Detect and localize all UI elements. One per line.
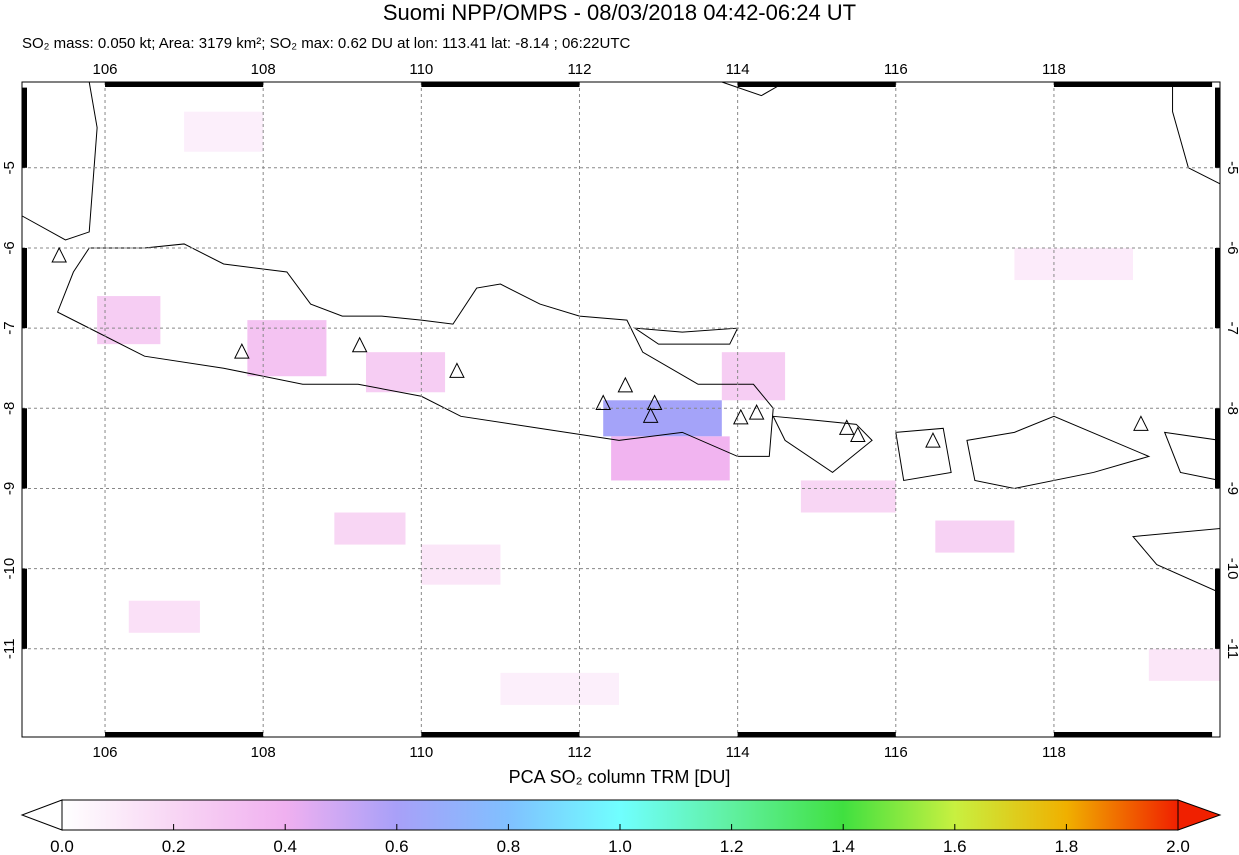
coastline (1172, 81, 1221, 185)
coastline (966, 415, 1151, 489)
frame-bar (1215, 87, 1220, 168)
coastline (1163, 431, 1221, 482)
volcano-icon (850, 426, 866, 443)
lon-tick-label-bottom: 108 (251, 744, 276, 761)
lat-tick-label-right: -9 (1224, 482, 1239, 495)
volcano-icon (1133, 415, 1149, 431)
frame-bar (737, 82, 896, 87)
coastline (772, 415, 873, 474)
lat-tick-label-left: -8 (1, 402, 18, 415)
volcano-icon (646, 394, 663, 410)
volcano-icon (595, 394, 612, 410)
frame-bar (22, 247, 27, 329)
colorbar-tick-label: 1.2 (720, 837, 744, 855)
lat-tick-label-right: -7 (1224, 321, 1239, 334)
so2-pixel (603, 400, 722, 437)
so2-pixel (1148, 648, 1220, 681)
so2-pixel (128, 600, 200, 633)
colorbar-tick-label: 1.8 (1055, 837, 1079, 855)
lon-tick-label-bottom: 110 (409, 744, 433, 761)
lon-tick-label-bottom: 112 (568, 744, 592, 761)
lon-tick-label-top: 108 (251, 61, 276, 78)
colorbar-tick-label: 0.4 (273, 837, 297, 855)
so2-pixel (247, 320, 327, 377)
lat-tick-label-right: -5 (1224, 161, 1239, 174)
volcano-icon (642, 407, 659, 423)
lat-tick-label-left: -7 (1, 321, 18, 334)
lon-tick-label-top: 110 (409, 61, 433, 78)
lon-tick-label-bottom: 106 (93, 744, 118, 761)
frame-bar (421, 82, 580, 87)
so2-pixel (334, 512, 406, 545)
frame-bar (1053, 732, 1213, 737)
so2-pixel (365, 352, 446, 393)
frame-bar (22, 408, 27, 489)
colorbar-tick-label: 0.8 (497, 837, 521, 855)
colorbar-tick-label: 1.0 (608, 837, 632, 855)
frame-bar (421, 732, 580, 737)
lon-tick-label-top: 114 (726, 61, 750, 78)
so2-pixel (935, 520, 1015, 553)
lat-tick-label-right: -10 (1224, 558, 1239, 580)
volcano-icon (51, 246, 67, 263)
frame-bar (22, 87, 27, 168)
lon-tick-label-top: 118 (1042, 61, 1066, 78)
so2-pixel (611, 436, 730, 481)
map-subtitle: SO₂ mass: 0.050 kt; Area: 3179 km²; SO₂ … (22, 35, 631, 52)
volcano-icon (838, 419, 855, 435)
lat-tick-label-right: -11 (1224, 639, 1239, 660)
volcano-icon (449, 362, 465, 378)
frame-bar (105, 82, 264, 87)
volcano-icon (925, 432, 941, 448)
so2-pixel (184, 111, 264, 152)
colorbar-label: PCA SO₂ column TRM [DU] (508, 767, 731, 787)
colorbar-tick-label: 1.4 (831, 837, 855, 855)
so2-pixel (500, 672, 620, 705)
frame-bar (1215, 247, 1220, 329)
lon-tick-label-top: 106 (93, 61, 118, 78)
frame-bar (22, 568, 27, 649)
volcano-icon (617, 376, 634, 393)
lon-tick-label-bottom: 118 (1042, 744, 1066, 761)
coastline (1132, 528, 1221, 594)
colorbar-tick-label: 0.0 (50, 837, 74, 855)
lat-tick-label-left: -9 (1, 482, 18, 495)
colorbar-max-arrow (1177, 799, 1222, 831)
lat-tick-label-left: -10 (1, 558, 18, 580)
coastline (895, 427, 952, 482)
lat-tick-label-left: -11 (1, 639, 18, 660)
colorbar-tick-label: 2.0 (1166, 837, 1190, 855)
lat-tick-label-left: -5 (1, 161, 18, 174)
volcano-icon (748, 403, 765, 420)
lat-tick-label-left: -6 (1, 241, 18, 254)
coastline (21, 81, 98, 241)
so2-pixel (800, 480, 896, 513)
colorbar-tick-label: 0.2 (162, 837, 186, 855)
colorbar-tick-label: 0.6 (385, 837, 409, 855)
frame-bar (105, 732, 264, 737)
lon-tick-label-bottom: 114 (726, 744, 750, 761)
frame-bar (737, 732, 896, 737)
volcano-icon (351, 336, 368, 353)
volcano-icon (732, 408, 749, 425)
so2-pixel (97, 296, 161, 345)
lon-tick-label-bottom: 116 (884, 744, 908, 761)
lat-tick-label-right: -6 (1224, 241, 1239, 254)
frame-bar (1215, 408, 1220, 489)
frame-bar (1215, 568, 1220, 649)
so2-pixel (721, 352, 786, 401)
colorbar-min-arrow (20, 799, 63, 831)
lon-tick-label-top: 116 (884, 61, 908, 78)
volcano-icon (234, 343, 250, 359)
so2-pixel (421, 544, 501, 585)
lon-tick-label-top: 112 (568, 61, 592, 78)
colorbar-tick-label: 1.6 (943, 837, 967, 855)
map-title: Suomi NPP/OMPS - 08/03/2018 04:42-06:24 … (382, 0, 857, 25)
coastline (632, 327, 739, 345)
frame-bar (1053, 82, 1213, 87)
so2-pixel (1014, 247, 1134, 281)
lat-tick-label-right: -8 (1224, 402, 1239, 415)
